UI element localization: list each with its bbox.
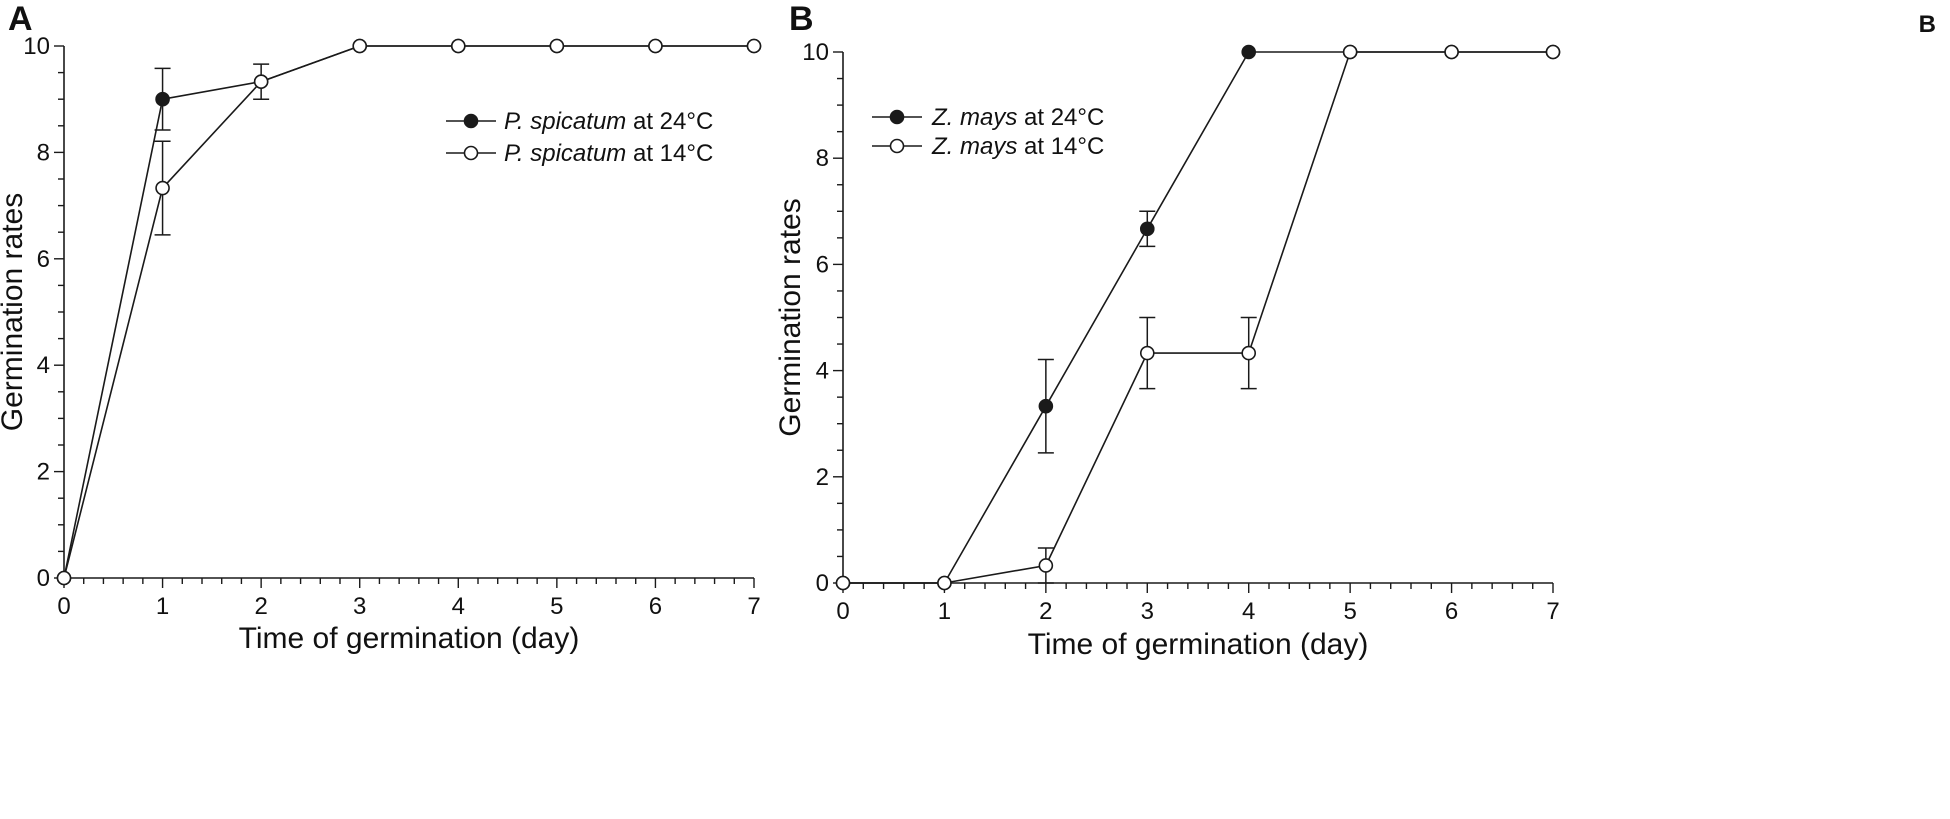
- y-tick-label: 10: [802, 39, 829, 66]
- legend-condition: at 14°C: [1017, 133, 1104, 160]
- legend-species: P. spicatum: [504, 108, 626, 135]
- x-tick-label: 0: [836, 598, 849, 625]
- y-axis-title: Germination rates: [774, 198, 807, 436]
- legend-condition: at 24°C: [626, 108, 713, 135]
- x-tick-label: 3: [1141, 598, 1154, 625]
- x-tick-label: 4: [1242, 598, 1255, 625]
- data-point-series-2: [1241, 345, 1257, 361]
- x-tick-label: 5: [1343, 598, 1356, 625]
- panel-letter: B: [789, 0, 814, 38]
- y-tick-label: 2: [37, 459, 50, 486]
- x-tick-label: 7: [1546, 598, 1559, 625]
- data-point-series-2: [549, 38, 565, 54]
- x-tick-label: 6: [1445, 598, 1458, 625]
- y-tick-label: 8: [816, 145, 829, 172]
- y-tick-label: 4: [816, 358, 829, 385]
- legend-condition: at 24°C: [1017, 104, 1104, 131]
- series-line-1: [843, 51, 1553, 584]
- data-point-series-2: [1342, 44, 1358, 60]
- data-point-series-1: [1139, 221, 1155, 237]
- x-axis-title: Time of germination (day): [239, 622, 580, 655]
- x-tick-label: 1: [156, 593, 169, 620]
- data-point-series-1: [1038, 398, 1054, 414]
- panel-b-chart: B B 0 1 2 3 4 5 6 7 0 2 4 6 8 10 Time of germination (da…: [774, 0, 1936, 661]
- legend-species: Z. mays: [931, 133, 1017, 160]
- y-tick-label: 4: [37, 352, 50, 379]
- x-tick-label: 0: [57, 593, 70, 620]
- data-point-series-2: [352, 38, 368, 54]
- data-point-series-2: [937, 575, 952, 591]
- series-line-2: [843, 51, 1553, 584]
- data-point-series-2: [648, 38, 663, 54]
- data-point-series-2: [746, 38, 762, 54]
- legend-entry: Z. mays at 14°C: [931, 133, 1104, 160]
- y-tick-label: 0: [816, 570, 829, 597]
- y-tick-label: 2: [816, 464, 829, 491]
- x-tick-label: 6: [649, 593, 662, 620]
- legend-condition: at 14°C: [626, 140, 713, 167]
- data-point-series-1: [1241, 44, 1257, 60]
- x-tick-label: 2: [254, 593, 267, 620]
- x-tick-label: 3: [353, 593, 366, 620]
- x-axis-title: Time of germination (day): [1028, 628, 1369, 661]
- data-point-series-2: [56, 570, 72, 586]
- data-point-series-2: [1444, 44, 1459, 60]
- legend-species: Z. mays: [931, 104, 1017, 131]
- data-point-series-2: [1139, 345, 1155, 361]
- data-point-series-2: [253, 74, 269, 89]
- data-point-series-2: [155, 180, 170, 196]
- y-axis-title: Germination rates: [0, 193, 29, 431]
- legend-marker: [889, 109, 905, 125]
- x-tick-label: 5: [550, 593, 563, 620]
- legend-entry: P. spicatum at 14°C: [504, 140, 713, 167]
- panel-letter: A: [8, 0, 33, 38]
- x-tick-label: 2: [1039, 598, 1052, 625]
- y-tick-label: 0: [37, 565, 50, 592]
- x-tick-label: 1: [938, 598, 951, 625]
- x-tick-label: 7: [747, 593, 760, 620]
- legend-entry: P. spicatum at 24°C: [504, 108, 713, 135]
- panel-a-chart: A 0 1 2 3 4 5 6 7 0 2 4 6 8 10 Time of germination (day…: [0, 0, 762, 655]
- data-point-series-1: [155, 91, 170, 107]
- y-tick-label: 6: [816, 251, 829, 278]
- corner-label: B: [1919, 11, 1936, 38]
- data-point-series-2: [835, 575, 851, 591]
- series-line-2: [63, 45, 754, 579]
- legend-marker: [889, 138, 905, 154]
- legend-species: P. spicatum: [504, 140, 626, 167]
- legend-entry: Z. mays at 24°C: [931, 104, 1104, 131]
- y-tick-label: 10: [23, 33, 50, 60]
- legend-marker: [463, 113, 479, 129]
- x-tick-label: 4: [452, 593, 465, 620]
- data-point-series-2: [1545, 44, 1561, 60]
- data-point-series-2: [1038, 558, 1054, 573]
- legend-marker: [463, 145, 479, 161]
- y-tick-label: 8: [37, 139, 50, 166]
- y-tick-label: 6: [37, 246, 50, 273]
- data-point-series-2: [450, 38, 466, 54]
